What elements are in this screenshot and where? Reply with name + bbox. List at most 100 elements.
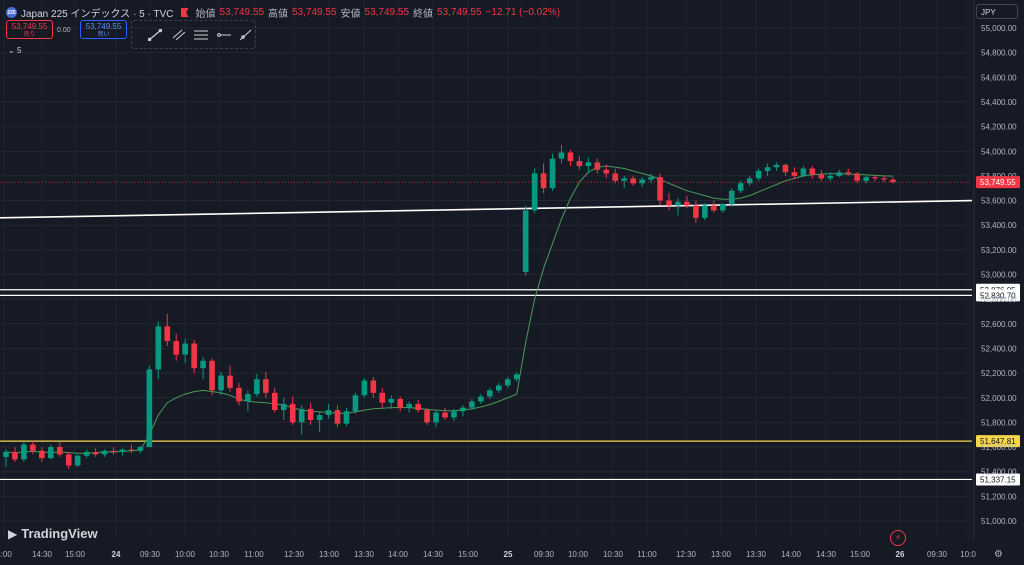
candle-body — [65, 454, 72, 466]
candle-body — [101, 450, 108, 455]
y-tick-label: 54,600.00 — [981, 73, 1017, 82]
candle-body — [3, 451, 9, 457]
x-tick-label: 14:30 — [816, 550, 837, 559]
candle-body — [854, 173, 860, 181]
bolt-icon[interactable]: ⚡ — [890, 530, 906, 546]
x-tick-label: 13:30 — [354, 550, 375, 559]
x-tick-label: 15:00 — [458, 550, 479, 559]
low-value: 53,749.55 — [364, 7, 410, 18]
low-label: 安値 — [340, 9, 361, 20]
x-tick-label: 15:00 — [65, 550, 86, 559]
candle-body — [56, 447, 63, 455]
trend-line-icon[interactable] — [148, 29, 162, 41]
candle-body — [173, 341, 180, 355]
x-tick-label: 10:30 — [209, 550, 230, 559]
close-label: 終値 — [413, 9, 434, 20]
candles-layer — [3, 145, 896, 470]
y-tick-label: 53,000.00 — [981, 271, 1017, 280]
x-tick-label: 09:30 — [140, 550, 161, 559]
y-tick-label: 52,000.00 — [981, 394, 1017, 403]
candle-body — [827, 175, 834, 179]
level-tag — [976, 289, 1020, 302]
flag-icon[interactable] — [180, 8, 189, 17]
candle-body — [836, 172, 843, 176]
candle-body — [110, 450, 117, 452]
last-price-tag — [976, 176, 1020, 189]
candle-body — [460, 407, 466, 412]
candle-body — [890, 179, 896, 183]
high-label: 高値 — [268, 9, 289, 20]
candle-body — [531, 173, 538, 211]
ray-icon[interactable] — [238, 29, 252, 41]
gear-icon[interactable]: ⚙ — [994, 549, 1003, 560]
drawing-toolbar — [131, 20, 256, 49]
candle-body — [245, 394, 251, 402]
candle-body — [791, 172, 798, 176]
y-tick-label: 53,600.00 — [981, 197, 1017, 206]
candle-body — [227, 375, 233, 388]
interval-value: 5 — [16, 46, 22, 55]
y-tick-label: 51,200.00 — [981, 492, 1017, 501]
candle-body — [585, 162, 592, 167]
candle-body — [155, 326, 162, 370]
candle-body — [845, 172, 852, 174]
candle-body — [594, 162, 601, 170]
candle-body — [119, 449, 126, 452]
candle-body — [92, 451, 99, 455]
level-tag — [976, 435, 1020, 448]
candle-body — [397, 398, 404, 408]
candle-body — [630, 178, 636, 184]
x-tick-label: 14:00 — [388, 550, 409, 559]
symbol-header[interactable]: 225 Japan 225 インデックス · 5 · TVC 始値 53,749.… — [6, 5, 560, 20]
y-tick-label: 52,800.00 — [981, 295, 1017, 304]
y-tick-label: 51,400.00 — [981, 468, 1017, 477]
price-axis: 55,000.00 54,800.00 54,600.00 54,400.00 54,2… — [0, 0, 1020, 540]
symbol-title[interactable]: Japan 225 インデックス · 5 · TVC — [21, 9, 174, 20]
interval-toggle[interactable]: ⌄ 5 — [8, 46, 21, 55]
fib-retracement-icon[interactable] — [194, 29, 208, 41]
spread-value: 0.00 — [57, 27, 71, 34]
candle-body — [39, 450, 45, 459]
level-label: 52,830.70 — [980, 291, 1016, 300]
y-tick-label: 51,000.00 — [981, 517, 1017, 526]
buy-button[interactable]: 53,749.55 買い — [80, 20, 127, 39]
candle-body — [666, 200, 672, 206]
candle-body — [415, 403, 421, 411]
candle-body — [137, 447, 144, 451]
buy-label: 買い — [97, 32, 110, 38]
candle-body — [576, 161, 583, 167]
watermark-text: TradingView — [21, 526, 98, 541]
level-tag — [976, 473, 1020, 486]
close-value: 53,749.55 — [437, 7, 482, 18]
candle-body — [182, 343, 188, 355]
candle-body — [83, 451, 90, 456]
level-label: 51,647.81 — [980, 437, 1016, 446]
candle-body — [478, 396, 484, 402]
high-value: 53,749.55 — [292, 7, 337, 18]
candle-body — [307, 408, 314, 420]
sell-price: 53,749.55 — [11, 22, 48, 31]
sell-button[interactable]: 53,749.55 売り — [6, 20, 53, 39]
candle-body — [433, 412, 439, 423]
tradingview-logo: ▶ TradingView — [8, 526, 98, 541]
candle-body — [280, 403, 287, 411]
parallel-channel-icon[interactable] — [172, 29, 186, 41]
candle-body — [406, 403, 412, 408]
x-tick-label: 11:00 — [637, 550, 657, 559]
candle-body — [263, 379, 269, 393]
chart-grid — [0, 27, 972, 522]
horizontal-ray-icon[interactable] — [217, 29, 231, 41]
candle-body — [164, 326, 171, 342]
candle-body — [334, 410, 341, 424]
x-tick-label: 15:00 — [850, 550, 871, 559]
currency-select[interactable]: JPY — [976, 4, 1018, 19]
candle-body — [370, 380, 377, 393]
buy-price: 53,749.55 — [85, 22, 122, 31]
x-tick-label: 11:00 — [244, 550, 264, 559]
x-tick-label: 10:00 — [568, 550, 589, 559]
candle-body — [209, 360, 215, 391]
candle-body — [746, 178, 753, 184]
candle-body — [289, 403, 296, 423]
